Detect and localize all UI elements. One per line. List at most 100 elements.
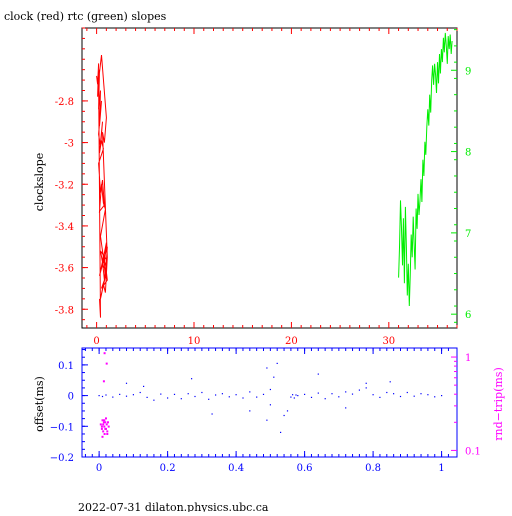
offset-point — [187, 393, 189, 395]
offset-point — [345, 407, 347, 409]
top-plot-frame — [81, 27, 458, 329]
offset-point — [406, 391, 408, 394]
offset-point — [295, 394, 297, 396]
top-y2-tick-label: 9 — [465, 66, 471, 77]
rtt-point — [104, 421, 107, 424]
bottom-x-tick-label: 0.4 — [228, 463, 244, 474]
offset-point — [304, 393, 306, 395]
bottom-y-axis-label: offset(ms) — [33, 376, 46, 432]
offset-point — [434, 396, 436, 398]
offset-point — [235, 394, 237, 396]
offset-point — [273, 376, 275, 378]
offset-point — [441, 395, 443, 397]
offset-point — [262, 393, 265, 395]
bottom-x-tick-label: 1 — [438, 463, 444, 474]
offset-point — [280, 431, 282, 433]
top-y-tick-label: -3 — [64, 139, 74, 150]
rtt-point — [105, 417, 107, 420]
offset-point — [101, 395, 104, 398]
offset-point — [160, 393, 162, 395]
offset-point — [420, 393, 422, 395]
rtt-point — [102, 430, 105, 433]
chart-title: clock (red) rtc (green) slopes — [4, 10, 167, 23]
bottom-plot-frame — [81, 347, 458, 458]
top-y-tick-label: -3.8 — [55, 305, 74, 316]
offset-point — [256, 396, 258, 398]
offset-point — [372, 394, 374, 396]
offset-point — [125, 395, 128, 397]
offset-point — [331, 393, 333, 395]
offset-point — [297, 395, 299, 397]
offset-point — [269, 388, 271, 391]
footer-caption: 2022-07-31 dilaton.physics.ubc.ca — [78, 501, 269, 512]
offset-point — [146, 396, 148, 398]
top-y2-tick-label: 7 — [465, 229, 471, 240]
rtt-point — [105, 427, 107, 430]
offset-point — [358, 389, 360, 391]
rtt-point — [103, 425, 106, 428]
offset-point — [379, 396, 381, 398]
rtt-point — [101, 419, 104, 422]
rtt-point — [105, 423, 108, 426]
offset-point — [365, 387, 367, 389]
rtt-point — [103, 419, 106, 422]
bottom-plot: 0 0.2 0.4 0.6 0.8 1 −0.2 −0.1 0 0.1 0.1 1 — [50, 347, 481, 474]
offset-point — [386, 391, 388, 394]
offset-point — [139, 391, 141, 394]
rtt-point — [99, 423, 102, 426]
offset-point — [266, 419, 268, 421]
offset-point — [290, 396, 292, 398]
top-y-axis-label: clockslope — [33, 153, 46, 211]
bottom-y-tick-label: −0.1 — [50, 422, 74, 433]
top-x-tick-label: 30 — [382, 336, 395, 347]
offset-point — [194, 395, 196, 398]
top-plot: 0 10 20 30 -3.8 -3.6 -3.4 -3.2 -3 -2.8 6 7 8 9 — [55, 27, 471, 347]
offset-point — [292, 394, 294, 396]
offset-point — [324, 398, 326, 400]
offset-point — [211, 413, 213, 415]
rtt-point — [106, 433, 109, 435]
top-y2-tick-label: 8 — [465, 148, 471, 159]
offset-point — [167, 397, 169, 399]
rtc-slope-series-line — [398, 32, 453, 307]
offset-point — [317, 392, 319, 394]
rtt-point — [102, 380, 105, 383]
offset-point — [125, 382, 128, 384]
offset-point — [173, 393, 176, 395]
bottom-y2-axis-label: rnd−trip(ms) — [492, 367, 505, 441]
offset-point — [153, 399, 155, 401]
offset-point — [351, 393, 354, 395]
clock-slope-series-line — [96, 55, 108, 318]
offset-point — [293, 397, 295, 399]
offset-point — [215, 394, 217, 396]
offset-point — [427, 394, 429, 396]
top-y2-tick-label: 6 — [465, 310, 471, 321]
offset-point — [132, 394, 134, 396]
top-x-tick-label: 20 — [285, 336, 298, 347]
rtt-point — [102, 423, 105, 426]
rtt-point — [103, 352, 106, 355]
offset-point — [105, 394, 107, 396]
rtt-point — [103, 433, 106, 435]
offset-point — [119, 393, 121, 395]
top-y-tick-label: -3.2 — [55, 180, 74, 191]
offset-point — [98, 395, 100, 397]
offset-point — [143, 385, 145, 387]
bottom-x-tick-label: 0 — [96, 463, 102, 474]
bottom-y-tick-label: 0.1 — [58, 361, 74, 372]
offset-point — [228, 396, 230, 398]
offset-point — [191, 378, 193, 380]
rtt-point — [100, 425, 103, 428]
rtt-point — [101, 435, 104, 438]
offset-point — [413, 395, 415, 397]
offset-point — [310, 396, 313, 398]
top-x-tick-label: 10 — [188, 336, 201, 347]
offset-point — [249, 391, 251, 393]
offset-point — [345, 391, 347, 393]
offset-point — [201, 391, 203, 394]
offset-point — [286, 410, 289, 412]
bottom-y-tick-label: 0 — [68, 392, 74, 403]
offset-point — [180, 398, 182, 400]
